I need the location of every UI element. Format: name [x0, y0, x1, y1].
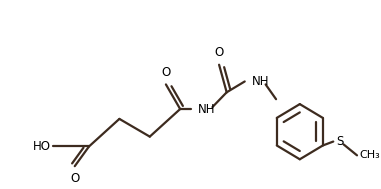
- Text: S: S: [336, 135, 344, 148]
- Text: O: O: [161, 66, 171, 78]
- Text: NH: NH: [252, 75, 270, 88]
- Text: CH₃: CH₃: [359, 150, 379, 160]
- Text: HO: HO: [33, 140, 51, 153]
- Text: O: O: [70, 172, 79, 185]
- Text: NH: NH: [198, 103, 216, 115]
- Text: O: O: [215, 46, 224, 59]
